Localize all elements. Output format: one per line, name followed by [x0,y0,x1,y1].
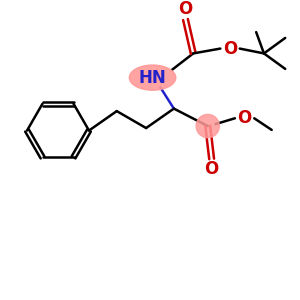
Ellipse shape [196,114,219,138]
Text: HN: HN [139,69,166,87]
Text: O: O [237,109,252,127]
Text: O: O [178,0,193,18]
Ellipse shape [129,65,176,90]
Text: O: O [205,160,219,178]
Text: O: O [223,40,237,58]
